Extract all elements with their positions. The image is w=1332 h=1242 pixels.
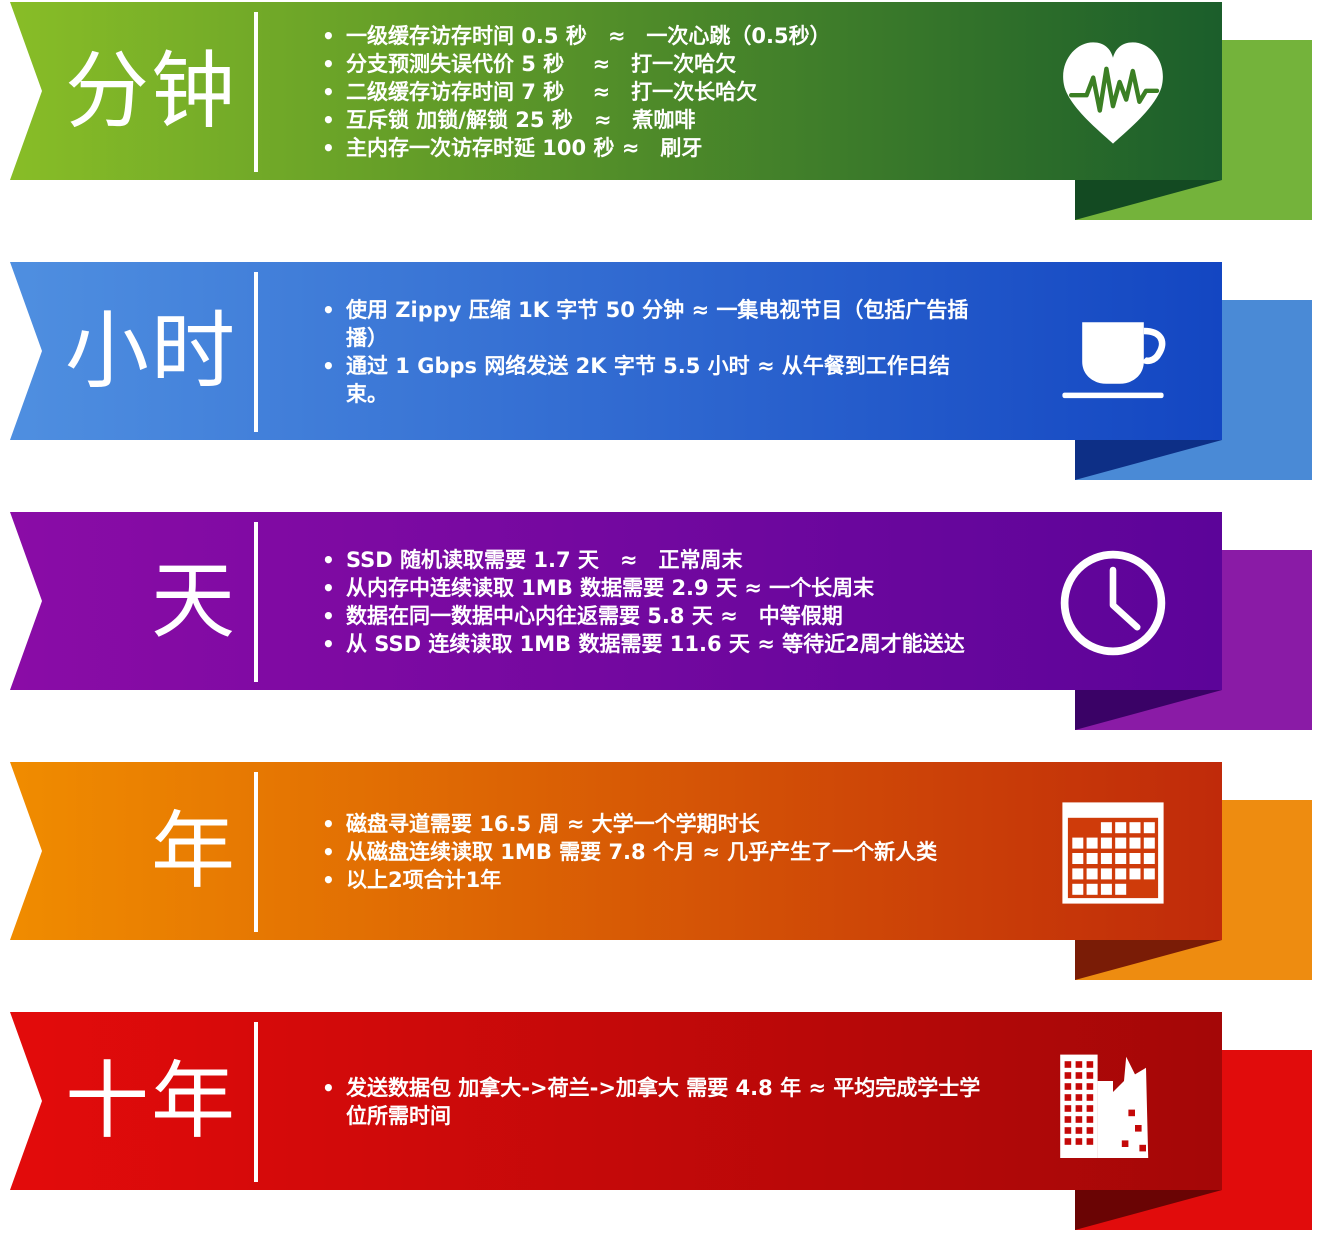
- calendar-day-cell: [1143, 868, 1155, 880]
- time-scale-banner: 分钟一级缓存访存时间 0.5 秒 ≈ 一次心跳（0.5秒）分支预测失误代价 5 …: [0, 0, 1332, 222]
- calendar-day-cell: [1129, 837, 1141, 849]
- divider-line: [254, 522, 258, 682]
- calendar-day-cell: [1100, 868, 1112, 880]
- latency-list: 使用 Zippy 压缩 1K 字节 50 分钟 ≈ 一集电视节目（包括广告插播）…: [322, 280, 982, 424]
- latency-item: 一级缓存访存时间 0.5 秒 ≈ 一次心跳（0.5秒）: [322, 22, 982, 50]
- calendar-day-cell: [1115, 868, 1127, 880]
- calendar-day-cell: [1143, 853, 1155, 864]
- time-unit-label: 小时: [64, 302, 237, 400]
- time-unit-label: 天: [150, 552, 237, 650]
- building-window: [1064, 1094, 1072, 1101]
- calendar-day-cell: [1129, 822, 1141, 834]
- calendar-day-cell: [1100, 853, 1112, 864]
- building-window: [1075, 1127, 1083, 1134]
- time-unit-label: 十年: [64, 1052, 237, 1150]
- latency-item: 通过 1 Gbps 网络发送 2K 字节 5.5 小时 ≈ 从午餐到工作日结束。: [322, 352, 982, 408]
- building-window: [1086, 1083, 1094, 1090]
- building-window: [1075, 1083, 1083, 1090]
- calendar-icon: [1058, 798, 1168, 908]
- building-window: [1064, 1116, 1072, 1123]
- building-window: [1064, 1127, 1072, 1134]
- latency-item: 数据在同一数据中心内往返需要 5.8 天 ≈ 中等假期: [322, 602, 982, 630]
- coffee-cup-icon: [1058, 298, 1168, 408]
- calendar-day-cell: [1115, 837, 1127, 849]
- calendar-day-cell: [1072, 868, 1084, 880]
- calendar-day-cell: [1086, 853, 1098, 864]
- building-window: [1086, 1116, 1094, 1123]
- calendar-day-cell: [1086, 868, 1098, 880]
- ribbon-fold-shadow: [1075, 440, 1222, 480]
- latency-item: 从磁盘连续读取 1MB 需要 7.8 个月 ≈ 几乎产生了一个新人类: [322, 838, 982, 866]
- clock-icon: [1058, 548, 1168, 658]
- building-window: [1086, 1094, 1094, 1101]
- building-window: [1075, 1116, 1083, 1123]
- latency-item: 磁盘寻道需要 16.5 周 ≈ 大学一个学期时长: [322, 810, 982, 838]
- calendar-day-cell: [1072, 883, 1084, 895]
- latency-list: SSD 随机读取需要 1.7 天 ≈ 正常周末从内存中连续读取 1MB 数据需要…: [322, 530, 982, 674]
- time-scale-banner: 小时使用 Zippy 压缩 1K 字节 50 分钟 ≈ 一集电视节目（包括广告插…: [0, 260, 1332, 482]
- city-buildings-icon: [1058, 1048, 1168, 1158]
- calendar-day-cell: [1086, 883, 1098, 895]
- latency-list: 一级缓存访存时间 0.5 秒 ≈ 一次心跳（0.5秒）分支预测失误代价 5 秒 …: [322, 20, 982, 164]
- building-window: [1086, 1138, 1094, 1145]
- divider-line: [254, 772, 258, 932]
- latency-item: 二级缓存访存时间 7 秒 ≈ 打一次长哈欠: [322, 78, 982, 106]
- building-window: [1086, 1061, 1094, 1068]
- divider-line: [254, 272, 258, 432]
- calendar-day-cell: [1129, 868, 1141, 880]
- latency-item: SSD 随机读取需要 1.7 天 ≈ 正常周末: [322, 546, 982, 574]
- time-scale-banner: 天 SSD 随机读取需要 1.7 天 ≈ 正常周末从内存中连续读取 1MB 数据需…: [0, 510, 1332, 732]
- calendar-day-cell: [1100, 883, 1112, 895]
- building-window: [1075, 1105, 1083, 1112]
- building-window: [1075, 1061, 1083, 1068]
- building-window: [1075, 1094, 1083, 1101]
- calendar-day-cell: [1115, 822, 1127, 834]
- building-window: [1064, 1072, 1072, 1079]
- building-window: [1121, 1140, 1129, 1147]
- building-window: [1075, 1072, 1083, 1079]
- calendar-day-cell: [1115, 853, 1127, 864]
- building-window: [1139, 1144, 1146, 1152]
- divider-line: [254, 1022, 258, 1182]
- building-window: [1086, 1072, 1094, 1079]
- ribbon-fold-shadow: [1075, 1190, 1222, 1230]
- latency-list: 磁盘寻道需要 16.5 周 ≈ 大学一个学期时长从磁盘连续读取 1MB 需要 7…: [322, 780, 982, 924]
- time-scale-banner: 十年 发送数据包 加拿大->荷兰->加拿大 需要 4.8 年 ≈ 平均完成学士学位…: [0, 1010, 1332, 1232]
- latency-item: 以上2项合计1年: [322, 866, 982, 894]
- latency-list: 发送数据包 加拿大->荷兰->加拿大 需要 4.8 年 ≈ 平均完成学士学位所需…: [322, 1030, 982, 1174]
- building-window: [1064, 1138, 1072, 1145]
- latency-item: 分支预测失误代价 5 秒 ≈ 打一次哈欠: [322, 50, 982, 78]
- heartbeat-icon: [1058, 38, 1168, 148]
- ribbon-fold-shadow: [1075, 940, 1222, 980]
- building-window: [1135, 1125, 1142, 1132]
- ribbon-fold-shadow: [1075, 690, 1222, 730]
- building-window: [1128, 1109, 1135, 1117]
- building-window: [1086, 1105, 1094, 1112]
- time-scale-banner: 年磁盘寻道需要 16.5 周 ≈ 大学一个学期时长从磁盘连续读取 1MB 需要 …: [0, 760, 1332, 982]
- divider-line: [254, 12, 258, 172]
- calendar-day-cell: [1143, 822, 1155, 834]
- ribbon-fold-shadow: [1075, 180, 1222, 220]
- time-unit-label: 年: [150, 802, 237, 900]
- calendar-day-cell: [1143, 837, 1155, 849]
- building-window: [1064, 1105, 1072, 1112]
- calendar-day-cell: [1115, 883, 1127, 895]
- latency-item: 从内存中连续读取 1MB 数据需要 2.9 天 ≈ 一个长周末: [322, 574, 982, 602]
- latency-item: 互斥锁 加锁/解锁 25 秒 ≈ 煮咖啡: [322, 106, 982, 134]
- latency-item: 从 SSD 连续读取 1MB 数据需要 11.6 天 ≈ 等待近2周才能送达: [322, 630, 982, 658]
- calendar-day-cell: [1100, 837, 1112, 849]
- building-window: [1086, 1127, 1094, 1134]
- latency-item: 主内存一次访存时延 100 秒 ≈ 刷牙: [322, 134, 982, 162]
- building-window: [1064, 1061, 1072, 1068]
- calendar-day-cell: [1100, 822, 1112, 834]
- building-window: [1064, 1083, 1072, 1090]
- latency-item: 使用 Zippy 压缩 1K 字节 50 分钟 ≈ 一集电视节目（包括广告插播）: [322, 296, 982, 352]
- calendar-day-cell: [1086, 837, 1098, 849]
- calendar-day-cell: [1072, 837, 1084, 849]
- calendar-day-cell: [1072, 853, 1084, 864]
- time-unit-label: 分钟: [64, 42, 237, 140]
- calendar-day-cell: [1129, 853, 1141, 864]
- building-window: [1075, 1138, 1083, 1145]
- latency-item: 发送数据包 加拿大->荷兰->加拿大 需要 4.8 年 ≈ 平均完成学士学位所需…: [322, 1074, 982, 1130]
